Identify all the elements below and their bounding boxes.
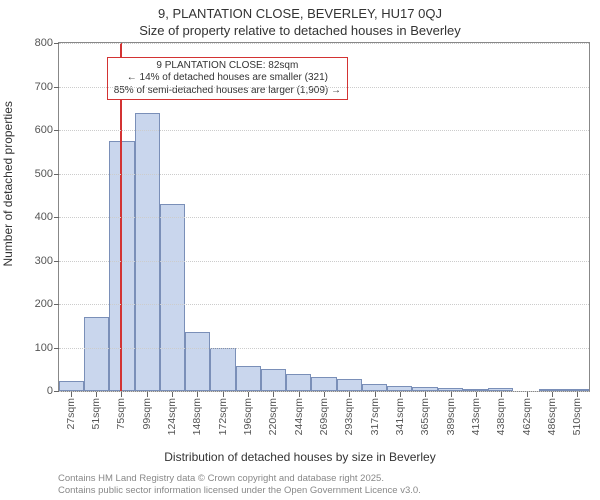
ytick-mark	[54, 261, 59, 262]
xtick-label: 148sqm	[191, 398, 203, 435]
xtick-label: 510sqm	[571, 398, 583, 435]
page-title-2: Size of property relative to detached ho…	[0, 21, 600, 42]
gridline-h	[59, 130, 589, 131]
xtick-mark	[425, 392, 426, 397]
xtick-label: 124sqm	[166, 398, 178, 435]
xtick-label: 99sqm	[141, 398, 153, 430]
xtick-mark	[248, 392, 249, 397]
xtick-mark	[197, 392, 198, 397]
footer-line-2: Contains public sector information licen…	[58, 485, 421, 496]
xtick-mark	[324, 392, 325, 397]
gridline-h	[59, 217, 589, 218]
histogram-bar	[59, 381, 84, 391]
ytick-label: 500	[35, 168, 53, 180]
gridline-h	[59, 261, 589, 262]
gridline-h	[59, 87, 589, 88]
xtick-mark	[147, 392, 148, 397]
xtick-mark	[349, 392, 350, 397]
xtick-label: 27sqm	[65, 398, 77, 430]
xtick-label: 438sqm	[495, 398, 507, 435]
x-axis-label: Distribution of detached houses by size …	[0, 450, 600, 464]
xtick-label: 486sqm	[546, 398, 558, 435]
xtick-mark	[476, 392, 477, 397]
histogram-bar	[109, 141, 134, 391]
ytick-mark	[54, 217, 59, 218]
histogram-bar	[185, 332, 210, 391]
xtick-label: 196sqm	[242, 398, 254, 435]
xtick-label: 51sqm	[90, 398, 102, 430]
ytick-label: 0	[47, 385, 53, 397]
ytick-mark	[54, 130, 59, 131]
ytick-label: 600	[35, 124, 53, 136]
xtick-mark	[501, 392, 502, 397]
gridline-h	[59, 43, 589, 44]
ytick-mark	[54, 87, 59, 88]
xtick-mark	[273, 392, 274, 397]
xtick-mark	[552, 392, 553, 397]
xtick-label: 269sqm	[318, 398, 330, 435]
ytick-label: 700	[35, 81, 53, 93]
histogram-bar	[337, 379, 362, 391]
page-title-1: 9, PLANTATION CLOSE, BEVERLEY, HU17 0QJ	[0, 0, 600, 21]
xtick-label: 413sqm	[470, 398, 482, 435]
y-axis-label: Number of detached properties	[1, 101, 15, 266]
ytick-label: 100	[35, 342, 53, 354]
xtick-mark	[577, 392, 578, 397]
xtick-mark	[451, 392, 452, 397]
ytick-label: 300	[35, 255, 53, 267]
histogram-bar	[160, 204, 185, 391]
xtick-label: 317sqm	[369, 398, 381, 435]
xtick-label: 462sqm	[521, 398, 533, 435]
chart-area: 9 PLANTATION CLOSE: 82sqm ← 14% of detac…	[58, 42, 590, 392]
xtick-mark	[527, 392, 528, 397]
annot-line-2: ← 14% of detached houses are smaller (32…	[114, 72, 341, 85]
annotation-box: 9 PLANTATION CLOSE: 82sqm ← 14% of detac…	[107, 57, 348, 101]
gridline-h	[59, 174, 589, 175]
annot-line-1: 9 PLANTATION CLOSE: 82sqm	[114, 60, 341, 73]
histogram-bar	[286, 374, 311, 391]
footer-attribution: Contains HM Land Registry data © Crown c…	[58, 473, 421, 496]
xtick-label: 341sqm	[394, 398, 406, 435]
xtick-label: 365sqm	[419, 398, 431, 435]
histogram-bar	[210, 348, 235, 391]
xtick-label: 75sqm	[115, 398, 127, 430]
x-ticks-area: 27sqm 51sqm 75sqm 99sqm 124sqm 148sqm 172sqm 19…	[58, 392, 590, 450]
histogram-bar	[261, 369, 286, 391]
xtick-label: 293sqm	[343, 398, 355, 435]
plot-area: 9 PLANTATION CLOSE: 82sqm ← 14% of detac…	[58, 42, 590, 392]
xtick-mark	[400, 392, 401, 397]
histogram-bar	[135, 113, 160, 391]
ytick-label: 200	[35, 298, 53, 310]
gridline-h	[59, 348, 589, 349]
histogram-bar	[311, 377, 336, 391]
xtick-mark	[172, 392, 173, 397]
xtick-mark	[96, 392, 97, 397]
xtick-mark	[71, 392, 72, 397]
xtick-label: 220sqm	[267, 398, 279, 435]
gridline-h	[59, 304, 589, 305]
footer-line-1: Contains HM Land Registry data © Crown c…	[58, 473, 421, 484]
xtick-label: 172sqm	[217, 398, 229, 435]
ytick-label: 400	[35, 211, 53, 223]
ytick-mark	[54, 174, 59, 175]
ytick-mark	[54, 304, 59, 305]
histogram-bar	[84, 317, 109, 391]
ytick-mark	[54, 348, 59, 349]
ytick-mark	[54, 43, 59, 44]
xtick-label: 244sqm	[293, 398, 305, 435]
xtick-mark	[121, 392, 122, 397]
histogram-bar	[236, 366, 261, 391]
xtick-mark	[299, 392, 300, 397]
ytick-label: 800	[35, 37, 53, 49]
xtick-mark	[375, 392, 376, 397]
xtick-label: 389sqm	[445, 398, 457, 435]
xtick-mark	[223, 392, 224, 397]
